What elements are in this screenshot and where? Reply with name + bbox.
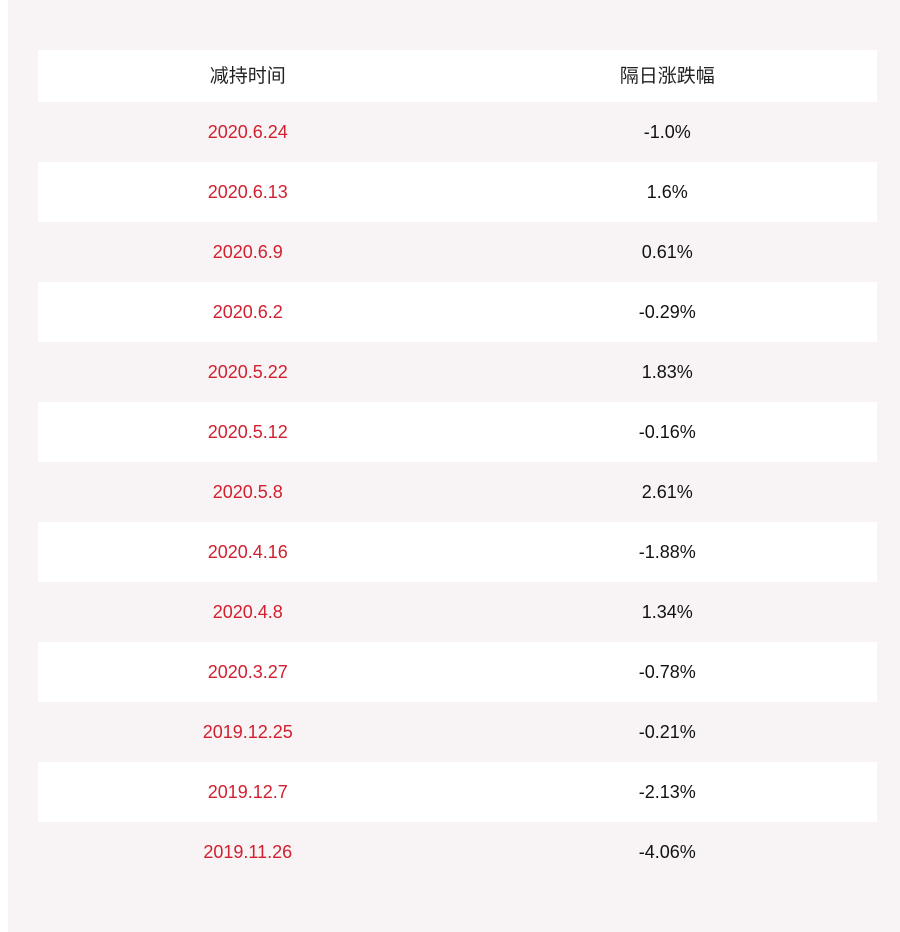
date-cell: 2020.4.8 [212,602,283,622]
date-cell: 2020.4.16 [207,542,288,562]
change-cell: -0.29% [638,302,696,322]
table-row: 2020.6.2 -0.29% [38,282,877,342]
change-cell: -2.13% [638,782,696,802]
table-row: 2020.6.24 -1.0% [38,102,877,162]
date-cell: 2020.6.13 [207,182,288,202]
change-cell: -1.0% [643,122,691,142]
change-cell: -0.78% [638,662,696,682]
change-cell: -4.06% [638,842,696,862]
date-cell: 2019.11.26 [203,842,293,862]
date-cell: 2020.5.12 [207,422,288,442]
date-cell: 2020.6.24 [207,122,288,142]
date-cell: 2020.6.9 [212,242,283,262]
table-row: 2019.12.7 -2.13% [38,762,877,822]
reduction-table: 减持时间 隔日涨跌幅 2020.6.24 -1.0% 2020.6.13 1.6… [38,50,877,882]
date-cell: 2019.12.25 [202,722,293,742]
change-cell: 1.34% [641,602,693,622]
change-cell: 0.61% [641,242,693,262]
date-cell: 2020.5.8 [212,482,283,502]
change-cell: -0.21% [638,722,696,742]
change-cell: -1.88% [638,542,696,562]
table-row: 2020.4.8 1.34% [38,582,877,642]
table-row: 2020.5.22 1.83% [38,342,877,402]
table-row: 2020.4.16 -1.88% [38,522,877,582]
table-row: 2019.11.26 -4.06% [38,822,877,882]
change-cell: 1.6% [646,182,688,202]
date-cell: 2020.6.2 [212,302,283,322]
header-date: 减持时间 [209,65,286,87]
table-row: 2020.5.8 2.61% [38,462,877,522]
header-change: 隔日涨跌幅 [619,65,715,87]
table-row: 2020.6.13 1.6% [38,162,877,222]
date-cell: 2019.12.7 [207,782,288,802]
change-cell: -0.16% [638,422,696,442]
content-panel: 减持时间 隔日涨跌幅 2020.6.24 -1.0% 2020.6.13 1.6… [8,0,900,932]
change-cell: 1.83% [641,362,693,382]
change-cell: 2.61% [641,482,693,502]
table-header: 减持时间 隔日涨跌幅 [38,50,877,102]
table-row: 2019.12.25 -0.21% [38,702,877,762]
table-row: 2020.6.9 0.61% [38,222,877,282]
date-cell: 2020.5.22 [207,362,288,382]
table-row: 2020.5.12 -0.16% [38,402,877,462]
table-row: 2020.3.27 -0.78% [38,642,877,702]
date-cell: 2020.3.27 [207,662,288,682]
